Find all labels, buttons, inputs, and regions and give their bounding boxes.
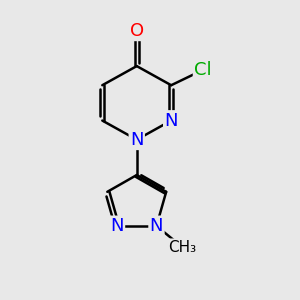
Text: Cl: Cl — [194, 61, 212, 79]
Text: N: N — [130, 131, 143, 149]
Text: O: O — [130, 22, 144, 40]
Text: CH₃: CH₃ — [168, 240, 196, 255]
Text: N: N — [150, 217, 163, 235]
Text: N: N — [110, 217, 124, 235]
Text: N: N — [164, 112, 178, 130]
